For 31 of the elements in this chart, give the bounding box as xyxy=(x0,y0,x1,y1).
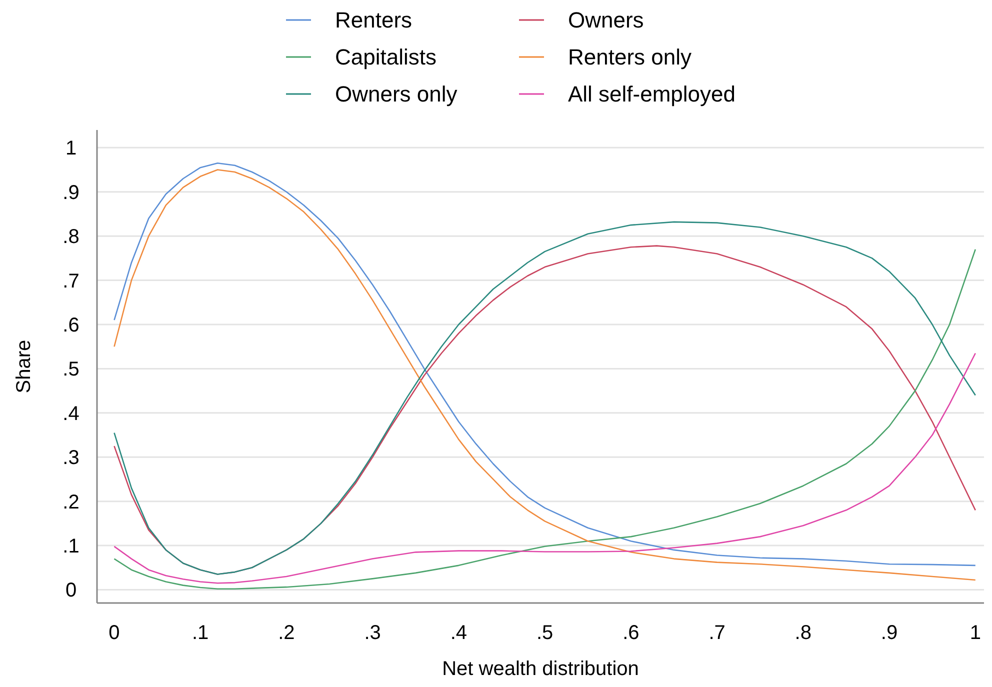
line-series xyxy=(114,352,976,584)
y-tick-label: .2 xyxy=(62,491,80,514)
x-axis-title: Net wealth distribution xyxy=(442,658,639,680)
x-tick-label: .9 xyxy=(880,622,898,644)
legend-label: Renters only xyxy=(568,44,692,70)
x-tick-label: .7 xyxy=(708,622,726,644)
y-tick-label: .1 xyxy=(62,536,80,558)
y-tick-label: .6 xyxy=(62,314,80,337)
x-tick-label: .2 xyxy=(278,622,295,644)
x-tick-label: .3 xyxy=(364,622,381,644)
x-tick-label: 1 xyxy=(970,622,981,644)
legend-label: Owners only xyxy=(335,82,458,107)
y-tick-label: .4 xyxy=(62,402,80,425)
y-tick-label: .7 xyxy=(62,270,80,292)
legend-label: Owners xyxy=(568,8,644,33)
legend-label: All self-employed xyxy=(568,82,736,107)
x-tick-label: .8 xyxy=(794,622,812,644)
legend-label: Capitalists xyxy=(335,44,436,70)
y-tick-label: 1 xyxy=(65,138,77,160)
y-axis-title: Share xyxy=(13,340,35,394)
x-tick-label: .5 xyxy=(536,622,554,644)
legend-label: Renters xyxy=(335,8,412,33)
y-tick-label: .9 xyxy=(62,182,80,204)
y-tick-label: .5 xyxy=(62,358,80,381)
x-tick-label: 0 xyxy=(108,622,120,644)
y-tick-label: .8 xyxy=(62,226,80,248)
y-tick-label: 0 xyxy=(65,580,77,602)
y-tick-label: .3 xyxy=(62,447,80,470)
x-tick-label: .6 xyxy=(622,622,640,644)
x-tick-label: .1 xyxy=(192,622,209,644)
x-tick-label: .4 xyxy=(450,622,468,644)
